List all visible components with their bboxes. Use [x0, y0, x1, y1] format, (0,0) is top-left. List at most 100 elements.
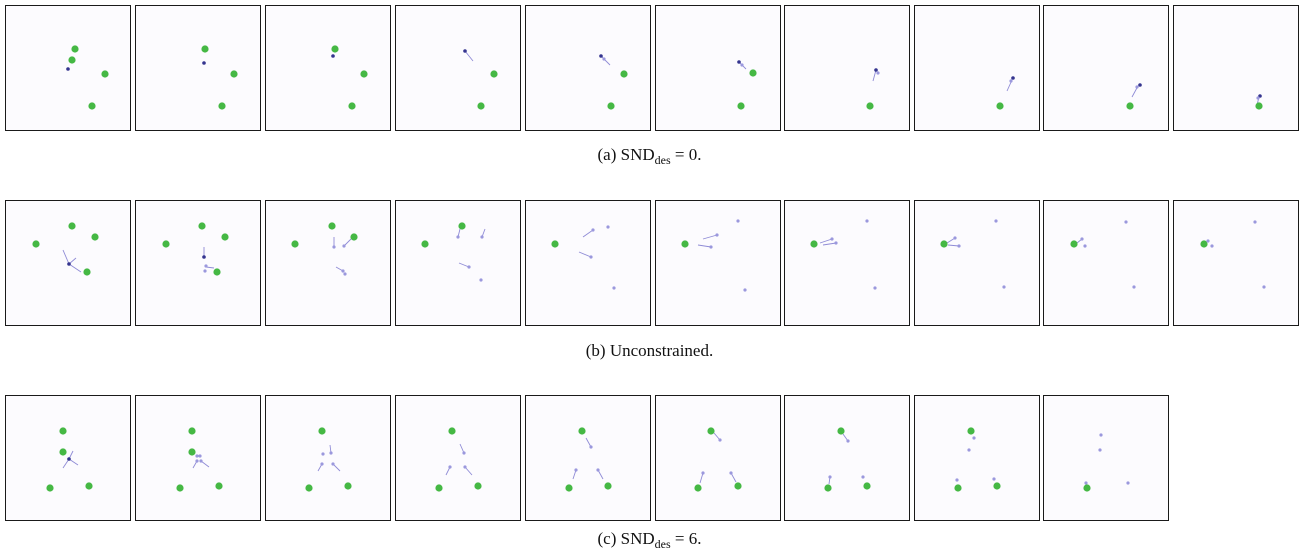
velocity-arrow [730, 472, 737, 483]
agent-dot [1126, 481, 1130, 485]
agent-dot [66, 67, 70, 71]
frame-canvas [1126, 83, 1142, 110]
goal-marker [176, 484, 184, 492]
agent-dot [329, 451, 333, 455]
velocity-arrow [585, 437, 592, 448]
frame-canvas [435, 427, 482, 492]
frame-canvas [681, 219, 747, 292]
frame-panel [135, 200, 261, 326]
frame-panel [135, 5, 261, 131]
goal-marker [604, 482, 612, 490]
agent-dot [202, 61, 206, 65]
agent-dot [204, 264, 208, 268]
agent-dot [456, 235, 460, 239]
velocity-arrow [702, 234, 718, 240]
frame-panel [395, 200, 521, 326]
agent-dot [709, 245, 713, 249]
frame-canvas [996, 76, 1015, 110]
frame-panel [655, 395, 781, 521]
agent-dot [599, 54, 603, 58]
row-a [0, 5, 1299, 131]
goal-marker [458, 222, 466, 230]
goal-marker [565, 484, 573, 492]
agent-dot [953, 236, 957, 240]
agent-dot [1080, 237, 1084, 241]
agent-dot [591, 228, 595, 232]
velocity-arrow [947, 244, 960, 247]
snd-symbol: SND [620, 145, 655, 164]
agent-dot [1083, 244, 1087, 248]
frame-panel [525, 200, 651, 326]
goal-marker [83, 268, 91, 276]
velocity-arrow [459, 443, 465, 454]
goal-marker [940, 240, 948, 248]
agent-dot [448, 465, 452, 469]
frame-panel [395, 395, 521, 521]
agent-dot [341, 269, 345, 273]
velocity-arrow [578, 251, 592, 258]
frame-panel [395, 5, 521, 131]
velocity-arrow [872, 69, 877, 82]
goal-marker [344, 482, 352, 490]
agent-dot [195, 459, 199, 463]
goal-marker [213, 268, 221, 276]
goal-marker [85, 482, 93, 490]
frame-panel [1173, 200, 1299, 326]
goal-marker [188, 427, 196, 435]
velocity-arrow [68, 458, 79, 466]
goal-marker [360, 70, 368, 78]
frame-panel [265, 5, 391, 131]
frame-canvas [940, 219, 1006, 289]
caption-prefix: (a) [597, 145, 621, 164]
velocity-arrow [697, 244, 712, 248]
frame-canvas [331, 45, 368, 110]
goal-marker [749, 69, 757, 77]
caption-text: (b) Unconstrained. [585, 341, 714, 360]
velocity-arrow [597, 469, 604, 480]
goal-marker [188, 448, 196, 456]
agent-dot [1206, 239, 1210, 243]
frame-panel [914, 395, 1040, 521]
velocity-arrow [582, 229, 594, 238]
agent-dot [715, 233, 719, 237]
agent-dot [955, 478, 959, 482]
agent-dot [972, 436, 976, 440]
agent-dot [1009, 79, 1013, 83]
caption-a: (a) SNDdes = 0. [0, 145, 1299, 167]
goal-marker [954, 484, 962, 492]
agent-dot [1124, 220, 1128, 224]
agent-dot [828, 475, 832, 479]
caption-suffix: = 0. [670, 145, 702, 164]
frame-panel [1043, 395, 1169, 521]
frame-panel [525, 395, 651, 521]
goal-marker [68, 222, 76, 230]
frame-panel [5, 5, 131, 131]
goal-marker [348, 102, 356, 110]
frame-canvas [565, 427, 612, 492]
frame-panel [265, 200, 391, 326]
agent-dot [1011, 76, 1015, 80]
frame-canvas [1070, 220, 1136, 289]
agent-dot [198, 454, 202, 458]
caption-suffix: = 6. [670, 529, 702, 548]
frame-panel [1043, 200, 1169, 326]
goal-marker [421, 240, 429, 248]
caption-b: (b) Unconstrained. [0, 341, 1299, 361]
goal-marker [734, 482, 742, 490]
goal-marker [318, 427, 326, 435]
agent-dot [320, 462, 324, 466]
frame-panel [784, 395, 910, 521]
agent-dot [1132, 285, 1136, 289]
velocity-arrow [464, 466, 473, 476]
goal-marker [46, 484, 54, 492]
goal-marker [68, 56, 76, 64]
agent-dot [343, 272, 347, 276]
goal-marker [215, 482, 223, 490]
frame-canvas [305, 427, 352, 492]
agent-dot [202, 255, 206, 259]
agent-dot [1002, 285, 1006, 289]
frame-canvas [46, 427, 93, 492]
frame-canvas [810, 219, 877, 290]
velocity-arrow [332, 463, 341, 472]
agent-dot [830, 237, 834, 241]
